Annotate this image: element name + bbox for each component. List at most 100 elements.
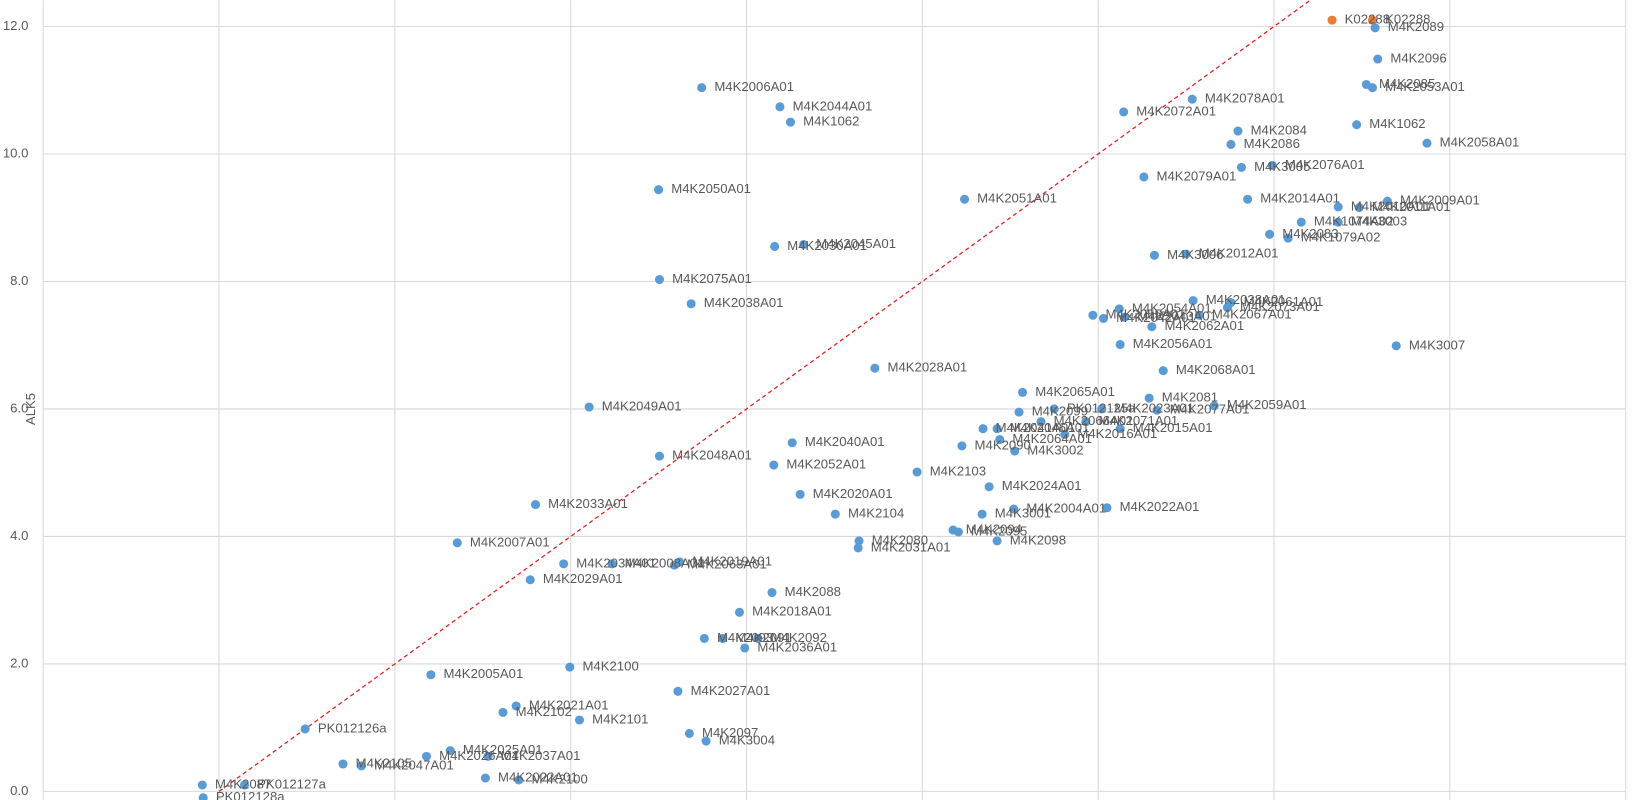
point-label: M4K2062A01 (1164, 318, 1244, 333)
point-label: M4K2036A01 (757, 639, 837, 654)
point-label: M4K2021A01 (529, 697, 609, 712)
point-label: M4K3005 (1254, 159, 1310, 174)
point (1233, 126, 1243, 136)
point (1010, 446, 1020, 456)
point-label: M4K2073A01 (1240, 299, 1320, 314)
point-label: M4K2100 (582, 659, 638, 674)
point (1088, 310, 1098, 320)
point (769, 460, 779, 470)
point-label: M4K2009A01 (1400, 193, 1480, 208)
point-label: M4K2054A01 (1132, 300, 1212, 315)
point-label: M4K2067A01 (1212, 307, 1292, 322)
point (1120, 312, 1130, 322)
point-label: M4K2051A01 (977, 191, 1057, 206)
point (584, 402, 594, 412)
point-label: M4K2034A01 (576, 555, 656, 570)
point-label: M4K2030A01 (787, 238, 867, 253)
point-label: M4K3007 (1409, 337, 1465, 352)
point-label: M4K2096 (1390, 50, 1446, 65)
point-label: M4K2014A01 (1260, 191, 1340, 206)
point (1267, 160, 1277, 170)
point (753, 633, 763, 643)
point (686, 299, 696, 309)
point (1149, 250, 1159, 260)
point-label: M4K2085 (1379, 76, 1435, 91)
point-label: M4K2064A01 (1012, 431, 1092, 446)
point-label: M4K2007A01 (470, 534, 550, 549)
point-label: M4K2100 (531, 771, 587, 786)
point (960, 194, 970, 204)
point-label: M4K2077A01 (1170, 402, 1250, 417)
point (1283, 233, 1293, 243)
point (995, 435, 1005, 445)
point (445, 746, 455, 756)
point (511, 701, 521, 711)
point-label: M4K2059A01 (1227, 397, 1307, 412)
point (770, 241, 780, 251)
y-axis-label: ALK5 (23, 393, 38, 425)
point-label: M4K2068A01 (1176, 362, 1256, 377)
point (356, 761, 366, 771)
point-label: M4K2028A01 (888, 360, 968, 375)
point-label: M4K2056A01 (1133, 336, 1213, 351)
point-label: M4K2040A01 (805, 434, 885, 449)
point-label: M4K2045A01 (816, 236, 896, 251)
point (1009, 504, 1019, 514)
point (799, 239, 809, 250)
y-tick-label: 10.0 (3, 145, 29, 160)
point-label: M4K2019A01 (692, 553, 772, 568)
point (1158, 366, 1168, 376)
point-label: PK012128a (216, 789, 285, 800)
point (1097, 404, 1107, 414)
point (1373, 54, 1383, 64)
point (740, 643, 750, 653)
point (1327, 15, 1337, 25)
point-label: M4K2066A01 (1054, 413, 1134, 428)
point-label: M4K2093 (717, 630, 773, 645)
point (673, 686, 683, 696)
point-label: M4K2012A01 (1199, 246, 1279, 261)
point-label: K02288 (1345, 12, 1390, 27)
point-label: M4K1062 (803, 114, 859, 129)
point-label: M4K2041A01 (996, 420, 1076, 435)
point-label: M4K2086 (1244, 136, 1300, 151)
point (197, 780, 207, 790)
point (530, 500, 541, 510)
point (701, 736, 711, 746)
point-label: M4K2042A01 (1116, 310, 1196, 325)
point-label: M4K3003 (1351, 214, 1407, 229)
point (1333, 202, 1343, 212)
point (1265, 229, 1275, 239)
point-label: M4K2015A01 (1133, 420, 1213, 435)
point-label: M4K2083 (1282, 226, 1338, 241)
point (1391, 341, 1401, 351)
point (1060, 429, 1070, 439)
point (452, 538, 462, 548)
point (1382, 196, 1392, 206)
point-label: M4K2046A01 (1010, 420, 1090, 435)
point (1102, 503, 1112, 513)
point-label: M4K1062 (1369, 116, 1425, 131)
point (1209, 401, 1219, 411)
point (795, 489, 805, 499)
point (338, 759, 348, 769)
point-label: M4K2029A01 (543, 571, 623, 586)
point-label: M4K2053A01 (1385, 79, 1465, 94)
point (978, 424, 988, 434)
point (525, 575, 535, 585)
point (953, 527, 963, 537)
point-label: M4K2092 (771, 630, 827, 645)
point (1422, 138, 1432, 148)
point (1115, 424, 1125, 434)
point-label: M4K1079A02 (1301, 230, 1381, 245)
point (239, 780, 250, 790)
point-label: M4K2038A01 (704, 295, 784, 310)
point-label: M4K2099 (1032, 404, 1088, 419)
point (198, 793, 208, 800)
point (870, 363, 880, 373)
y-tick-label: 6.0 (10, 400, 28, 415)
point-label: M4K2061A01 (1244, 294, 1324, 309)
point-label: M4K2081 (1162, 390, 1218, 405)
point (654, 185, 664, 195)
point (1352, 120, 1362, 130)
